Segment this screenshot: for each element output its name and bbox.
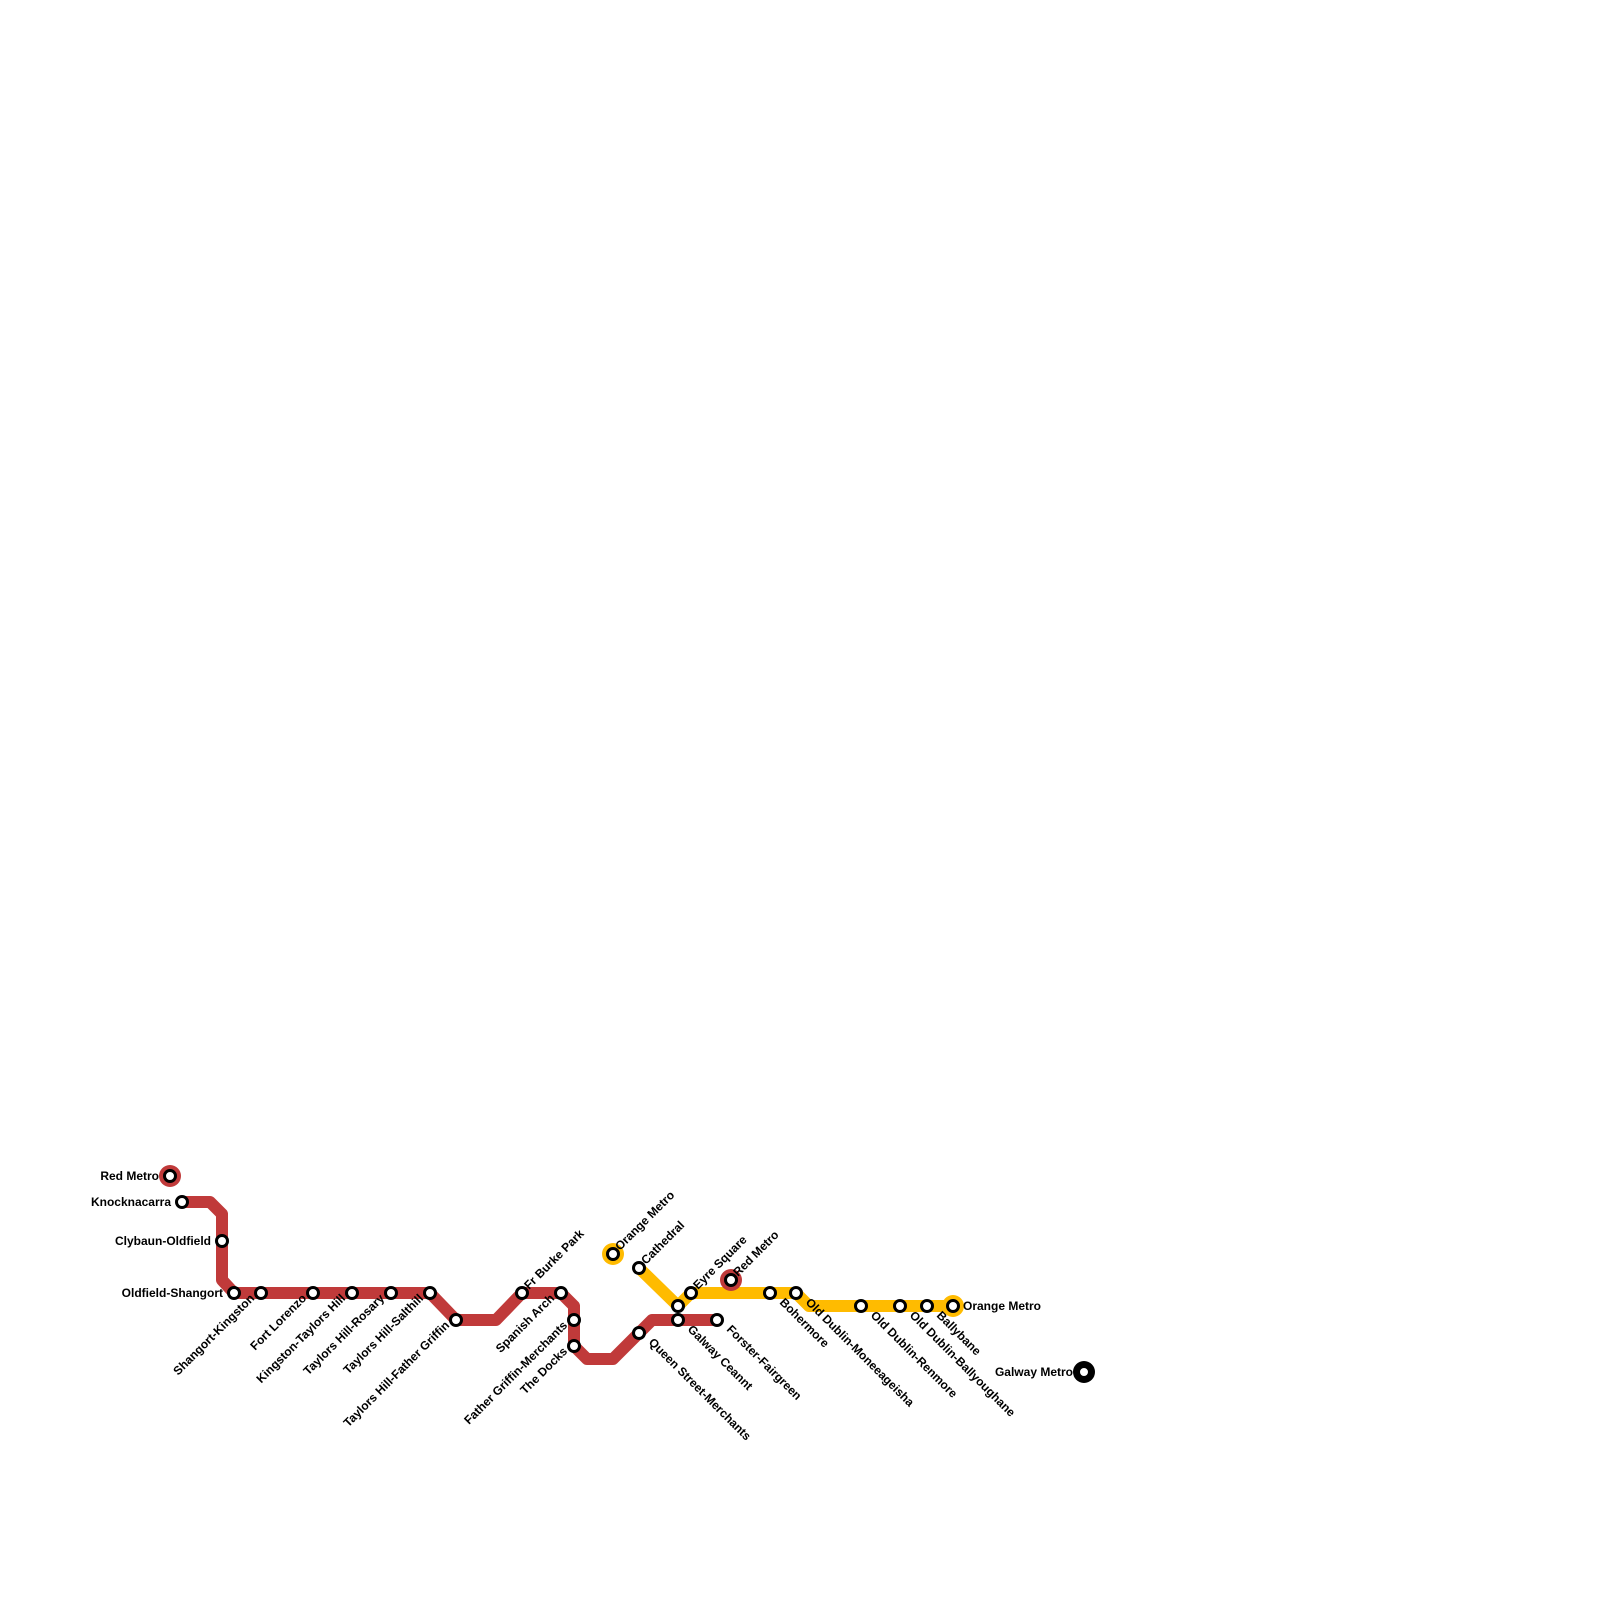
station-orange[interactable] xyxy=(684,1286,698,1300)
station-label: Clybaun-Oldfield xyxy=(115,1234,211,1248)
orange-metro-terminal[interactable] xyxy=(606,1247,620,1261)
station-label: Queen Street-Merchants xyxy=(646,1335,754,1443)
station-red[interactable] xyxy=(345,1286,359,1300)
station-red[interactable] xyxy=(567,1313,581,1327)
stations-layer xyxy=(159,1165,1095,1383)
station-red[interactable] xyxy=(175,1195,189,1209)
station-label: Oldfield-Shangort xyxy=(122,1286,223,1300)
station-red[interactable] xyxy=(449,1313,463,1327)
station-label: Knocknacarra xyxy=(91,1195,171,1209)
orange-line xyxy=(634,1263,953,1312)
station-red[interactable] xyxy=(632,1326,646,1340)
station-label: Taylors Hill-Father Griffin xyxy=(341,1318,453,1430)
station-orange[interactable] xyxy=(854,1299,868,1313)
station-label: Shangort-Kingston xyxy=(170,1291,257,1378)
station-red[interactable] xyxy=(306,1286,320,1300)
station-red[interactable] xyxy=(423,1286,437,1300)
station-red[interactable] xyxy=(671,1313,685,1327)
station-label: Orange Metro xyxy=(963,1299,1041,1313)
station-label: Galway Metro xyxy=(995,1365,1073,1379)
station-label: Fr Burke Park xyxy=(521,1226,587,1292)
station-interchange[interactable] xyxy=(671,1299,685,1313)
station-red[interactable] xyxy=(567,1339,581,1353)
station-orange[interactable] xyxy=(920,1299,934,1313)
station-red[interactable] xyxy=(384,1286,398,1300)
station-orange[interactable] xyxy=(893,1299,907,1313)
orange-metro-terminal[interactable] xyxy=(946,1299,960,1313)
station-red[interactable] xyxy=(227,1286,241,1300)
galway-metro-terminal[interactable] xyxy=(1077,1365,1091,1379)
station-label: Red Metro xyxy=(100,1169,159,1183)
station-red[interactable] xyxy=(710,1313,724,1327)
station-red[interactable] xyxy=(554,1286,568,1300)
station-orange[interactable] xyxy=(789,1286,803,1300)
station-red[interactable] xyxy=(515,1286,529,1300)
station-orange[interactable] xyxy=(763,1286,777,1300)
red-metro-terminal[interactable] xyxy=(163,1169,177,1183)
red-metro-terminal[interactable] xyxy=(724,1273,738,1287)
station-red[interactable] xyxy=(215,1234,229,1248)
station-red[interactable] xyxy=(254,1286,268,1300)
station-orange[interactable] xyxy=(632,1261,646,1275)
